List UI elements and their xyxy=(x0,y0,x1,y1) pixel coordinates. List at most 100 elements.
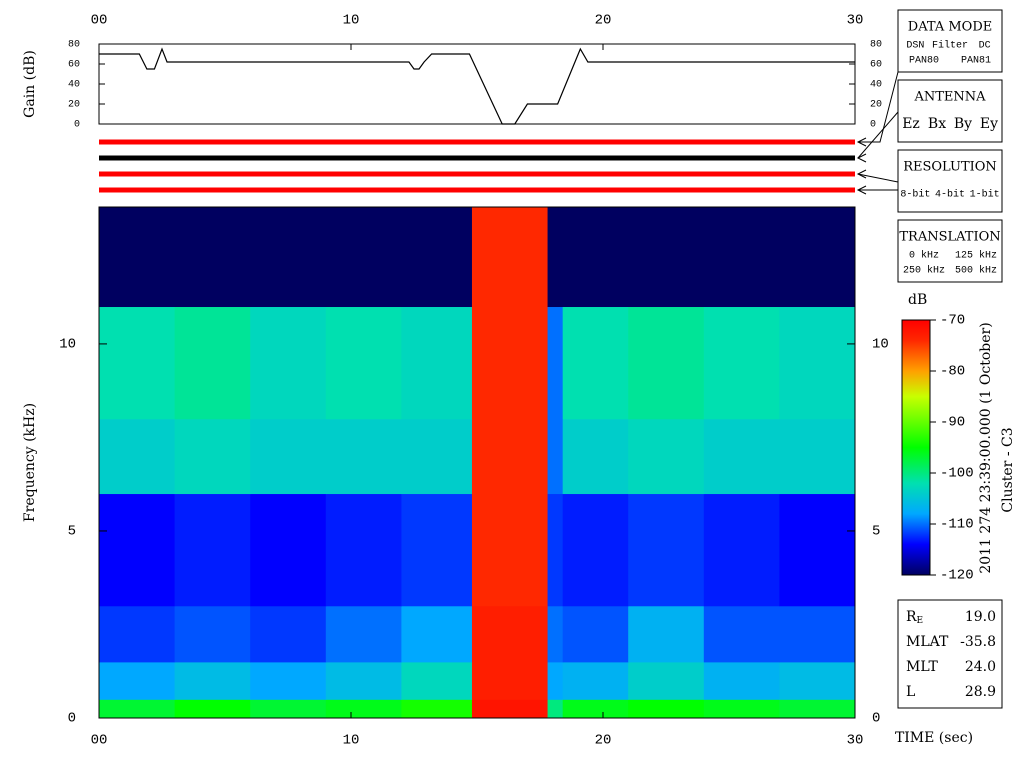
heatmap-cell xyxy=(471,306,549,420)
heatmap-cell xyxy=(250,493,327,607)
ephemeris-label: L xyxy=(906,684,915,700)
heatmap-cell xyxy=(174,699,251,719)
x-axis-label: TIME (sec) xyxy=(895,730,973,746)
heatmap-cell xyxy=(325,493,402,607)
heatmap-cell xyxy=(628,306,705,420)
heatmap-cell xyxy=(471,699,549,719)
heatmap-cell xyxy=(562,493,629,607)
heatmap-cell xyxy=(250,699,327,719)
heatmap-cell xyxy=(628,605,705,663)
x-tick-label: 30 xyxy=(847,13,864,29)
heatmap-cell xyxy=(471,661,549,700)
panel-item: Bx xyxy=(928,116,946,132)
indicator-arrow xyxy=(858,71,899,143)
indicator-arrow xyxy=(857,111,899,159)
heatmap-cell xyxy=(401,605,473,663)
heatmap-cell xyxy=(174,493,251,607)
heatmap-cell xyxy=(471,493,549,607)
heatmap-cell xyxy=(99,605,176,663)
heatmap-cell xyxy=(99,493,176,607)
heatmap-cell xyxy=(325,605,402,663)
heatmap-cell xyxy=(703,493,780,607)
colorbar-tick-label: -120 xyxy=(940,568,974,584)
heatmap-cell xyxy=(325,306,402,420)
heatmap-cell xyxy=(779,699,856,719)
panel-title: ANTENNA xyxy=(913,90,986,105)
heatmap-cell xyxy=(174,418,251,495)
heatmap-cell xyxy=(401,699,473,719)
panel-item: 8-bit xyxy=(900,189,930,201)
ephemeris-label-sub: E xyxy=(917,616,924,626)
heatmap-cell xyxy=(174,207,251,308)
heatmap-cell xyxy=(325,207,402,308)
heatmap-cell xyxy=(703,699,780,719)
heatmap-cell xyxy=(547,493,564,607)
ephemeris-label: MLT xyxy=(906,659,938,675)
y-tick-label: 80 xyxy=(870,40,882,51)
colorbar-tick-label: -110 xyxy=(940,517,974,533)
heatmap-cell xyxy=(250,418,327,495)
heatmap-cell xyxy=(250,207,327,308)
heatmap-cell xyxy=(325,661,402,700)
heatmap-cell xyxy=(562,418,629,495)
heatmap-cell xyxy=(99,661,176,700)
heatmap-cell xyxy=(547,699,564,719)
y-tick-label: 0 xyxy=(870,120,876,131)
y-tick-label: 0 xyxy=(68,711,76,727)
ephemeris-label: RE xyxy=(906,609,923,626)
y-tick-label: 20 xyxy=(68,100,80,111)
colorbar-label: dB xyxy=(908,292,927,308)
heatmap-cell xyxy=(250,306,327,420)
heatmap-cell xyxy=(562,207,629,308)
heatmap-cell xyxy=(401,207,473,308)
panel-item: Ez xyxy=(902,116,920,132)
colorbar-tick-label: -70 xyxy=(940,313,965,329)
heatmap-cell xyxy=(628,661,705,700)
indicator-arrow xyxy=(857,173,899,183)
colorbar-tick-label: -80 xyxy=(940,364,965,380)
arrow-head xyxy=(856,153,867,163)
heatmap-cell xyxy=(174,605,251,663)
colorbar-tick-label: -90 xyxy=(940,415,965,431)
ephemeris-label: MLAT xyxy=(906,634,949,650)
caption-time: 2011 274 23:39:00.000 (1 October) xyxy=(978,322,994,573)
y-tick-label: 40 xyxy=(870,80,882,91)
panel-item: Filter xyxy=(932,40,968,52)
arrow-head xyxy=(856,169,867,179)
panel-item: 250 kHz xyxy=(903,265,945,277)
y-tick-label: 5 xyxy=(872,524,880,540)
panel-item: DC xyxy=(979,41,991,52)
colorbar xyxy=(901,319,931,576)
heatmap-cell xyxy=(562,306,629,420)
y-axis-label: Gain (dB) xyxy=(22,50,38,118)
y-tick-label: 80 xyxy=(68,40,80,51)
y-tick-label: 5 xyxy=(68,524,76,540)
heatmap-cell xyxy=(547,605,564,663)
y-tick-label: 0 xyxy=(872,711,880,727)
arrow-head xyxy=(856,137,867,147)
heatmap-cell xyxy=(628,493,705,607)
heatmap-cell xyxy=(174,661,251,700)
ephemeris-value: -35.8 xyxy=(960,634,996,650)
x-tick-label: 20 xyxy=(595,13,612,29)
ephemeris-label-text: R xyxy=(906,609,917,625)
mode-indicator xyxy=(99,171,855,177)
plot-frame xyxy=(98,206,856,719)
heatmap-cell xyxy=(250,605,327,663)
heatmap-cell xyxy=(547,661,564,700)
y-axis-label: Frequency (kHz) xyxy=(22,403,38,522)
panel-item: 1-bit xyxy=(970,189,1000,201)
heatmap-cell xyxy=(99,306,176,420)
arrow-head xyxy=(856,185,867,195)
y-tick-label: 10 xyxy=(59,337,76,353)
gain-line xyxy=(99,47,855,125)
y-tick-label: 10 xyxy=(872,337,889,353)
panel-box xyxy=(897,219,1003,283)
heatmap-cell xyxy=(779,605,856,663)
heatmap-cell xyxy=(779,306,856,420)
heatmap-cell xyxy=(628,207,705,308)
heatmap-cell xyxy=(325,699,402,719)
heatmap-cell xyxy=(401,661,473,700)
